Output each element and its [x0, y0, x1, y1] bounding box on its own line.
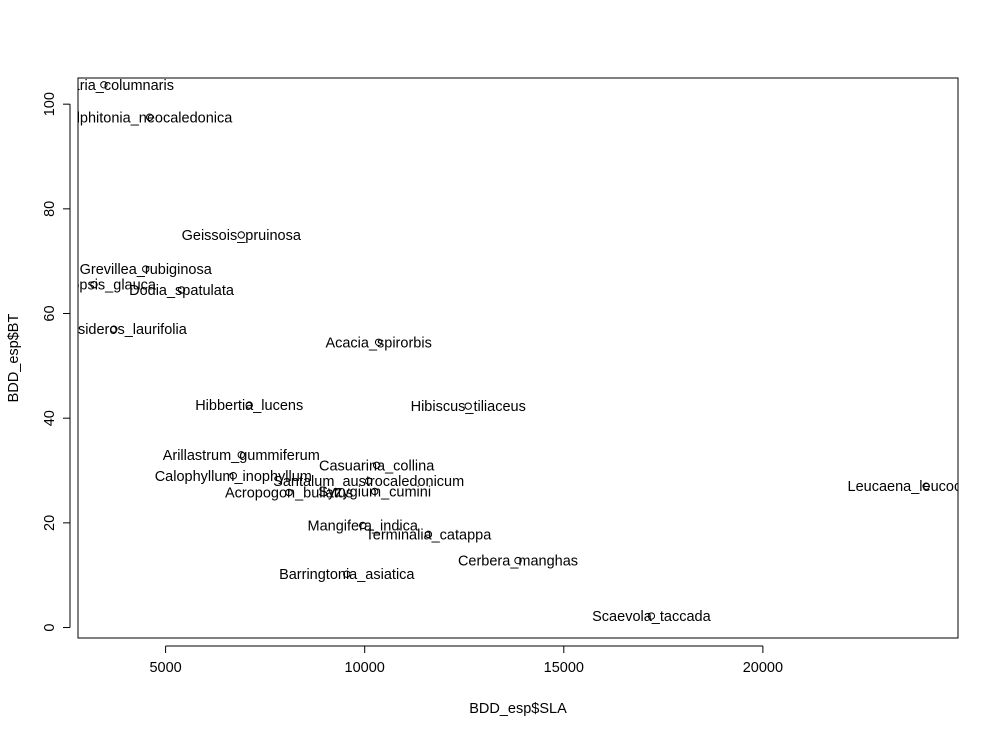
x-tick-label: 15000 — [544, 660, 584, 676]
point-label: Terminalia_catappa — [366, 527, 493, 543]
data-point — [229, 472, 237, 480]
point-label: Scaevola_taccada — [592, 609, 711, 625]
point-label: Santalum_austrocaledonicum — [273, 474, 464, 490]
data-points — [90, 81, 930, 620]
plot-frame — [77, 77, 959, 639]
data-point — [374, 338, 383, 346]
point-label: Manniopsis_glauca — [32, 278, 157, 294]
data-point — [237, 451, 245, 459]
x-tick-label: 10000 — [345, 660, 385, 676]
y-tick-label: 20 — [42, 515, 58, 531]
x-tick-label: 5000 — [149, 660, 181, 676]
point-label: Geissois_pruinosa — [182, 228, 302, 244]
data-point — [343, 570, 351, 578]
point-label: Metrosideros_laurifolia — [41, 322, 188, 338]
point-label: Barringtonia_asiatica — [279, 567, 415, 583]
data-point — [922, 482, 930, 490]
data-point — [285, 488, 293, 497]
data-point — [177, 286, 186, 294]
x-axis-title: BDD_esp$SLA — [469, 701, 567, 717]
point-label: Casuarina_collina — [319, 458, 435, 474]
point-label: Cerbera_manghas — [458, 554, 578, 570]
point-label: Acropogon_bullatus — [225, 486, 353, 502]
point-label: Calophyllum_inophyllum — [155, 469, 312, 485]
data-point — [370, 487, 379, 496]
data-point — [90, 281, 98, 289]
data-point — [141, 265, 150, 273]
point-label: Syzygium_cumini — [318, 484, 431, 500]
y-tick-label: 80 — [42, 201, 58, 217]
point-label: Leucaena_leucocephala — [848, 479, 998, 495]
data-point — [514, 556, 522, 565]
data-point — [145, 113, 154, 121]
y-axis-title: BDD_esp$BT — [6, 314, 22, 403]
x-axis: 5000 10000 15000 20000 — [149, 645, 783, 676]
y-axis: 0 20 40 60 80 100 — [42, 92, 71, 632]
x-tick-label: 20000 — [743, 660, 783, 676]
point-label: Mangifera_indica — [307, 518, 418, 534]
data-point — [372, 461, 381, 469]
point-label: Arillastrum_gummiferum — [163, 448, 320, 464]
point-label: Dodia_spatulata — [129, 283, 235, 299]
data-point — [647, 612, 656, 620]
point-label: Hibbertia_lucens — [195, 398, 303, 414]
data-labels: Araucaria_columnaris Alphitonia_neocaledo… — [32, 78, 998, 625]
y-tick-label: 100 — [42, 92, 58, 116]
data-point — [464, 402, 472, 410]
y-tick-label: 40 — [42, 410, 58, 426]
data-point — [237, 231, 245, 239]
y-tick-label: 0 — [42, 623, 58, 631]
point-label: Grevillea_rubiginosa — [80, 262, 213, 278]
data-point — [110, 325, 118, 333]
data-point — [364, 477, 373, 485]
data-point — [245, 401, 253, 409]
point-label: Acacia_spirorbis — [325, 335, 431, 351]
point-label: Alphitonia_neocaledonica — [67, 110, 233, 126]
y-tick-label: 60 — [42, 305, 58, 321]
point-label: Araucaria_columnaris — [34, 78, 174, 94]
data-point — [359, 521, 367, 530]
data-point — [100, 81, 108, 89]
data-point — [424, 530, 433, 539]
point-label: Hibiscus_tiliaceus — [411, 399, 526, 415]
